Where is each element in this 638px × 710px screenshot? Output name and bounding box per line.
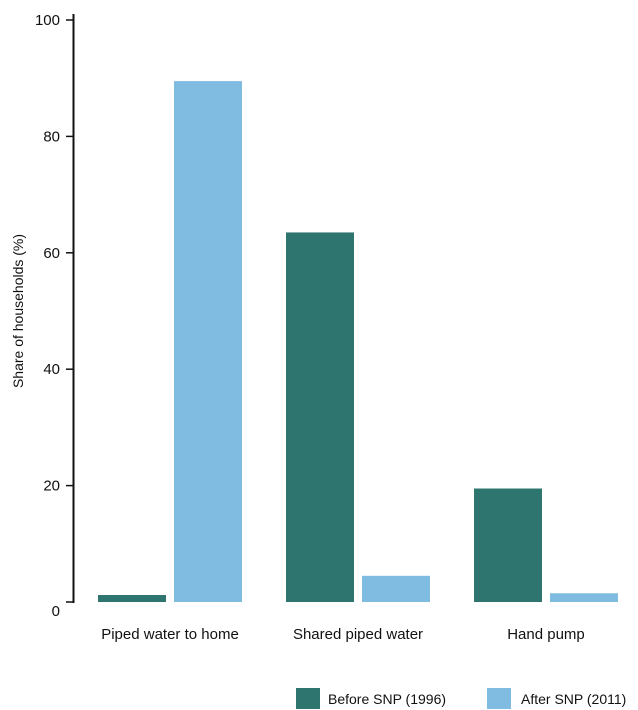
x-axis-labels: Piped water to home Shared piped water Han… xyxy=(101,626,585,643)
x-category-label: Shared piped water xyxy=(293,626,423,643)
x-category-label: Piped water to home xyxy=(101,626,239,643)
bar-before-1 xyxy=(286,232,354,602)
y-axis-ticks: 0 20 40 60 80 100 xyxy=(35,12,74,620)
legend-swatch xyxy=(487,688,511,709)
y-tick-label: 0 xyxy=(52,603,60,620)
y-tick-label: 100 xyxy=(35,12,60,29)
legend-label: After SNP (2011) xyxy=(521,691,626,707)
legend-swatch xyxy=(296,688,320,709)
y-axis-label: Share of households (%) xyxy=(10,234,26,388)
bar-before-0 xyxy=(98,595,166,602)
bar-after-0 xyxy=(174,81,242,603)
bars-group xyxy=(98,81,618,603)
y-tick-label: 40 xyxy=(43,361,60,378)
legend: Before SNP (1996) After SNP (2011) xyxy=(296,688,626,709)
bar-after-2 xyxy=(550,593,618,602)
y-tick-label: 80 xyxy=(43,128,60,145)
legend-label: Before SNP (1996) xyxy=(328,691,446,707)
y-tick-label: 60 xyxy=(43,245,60,262)
y-tick-label: 20 xyxy=(43,478,60,495)
bar-after-1 xyxy=(362,575,430,602)
x-category-label: Hand pump xyxy=(507,626,585,643)
bar-before-2 xyxy=(474,488,542,602)
